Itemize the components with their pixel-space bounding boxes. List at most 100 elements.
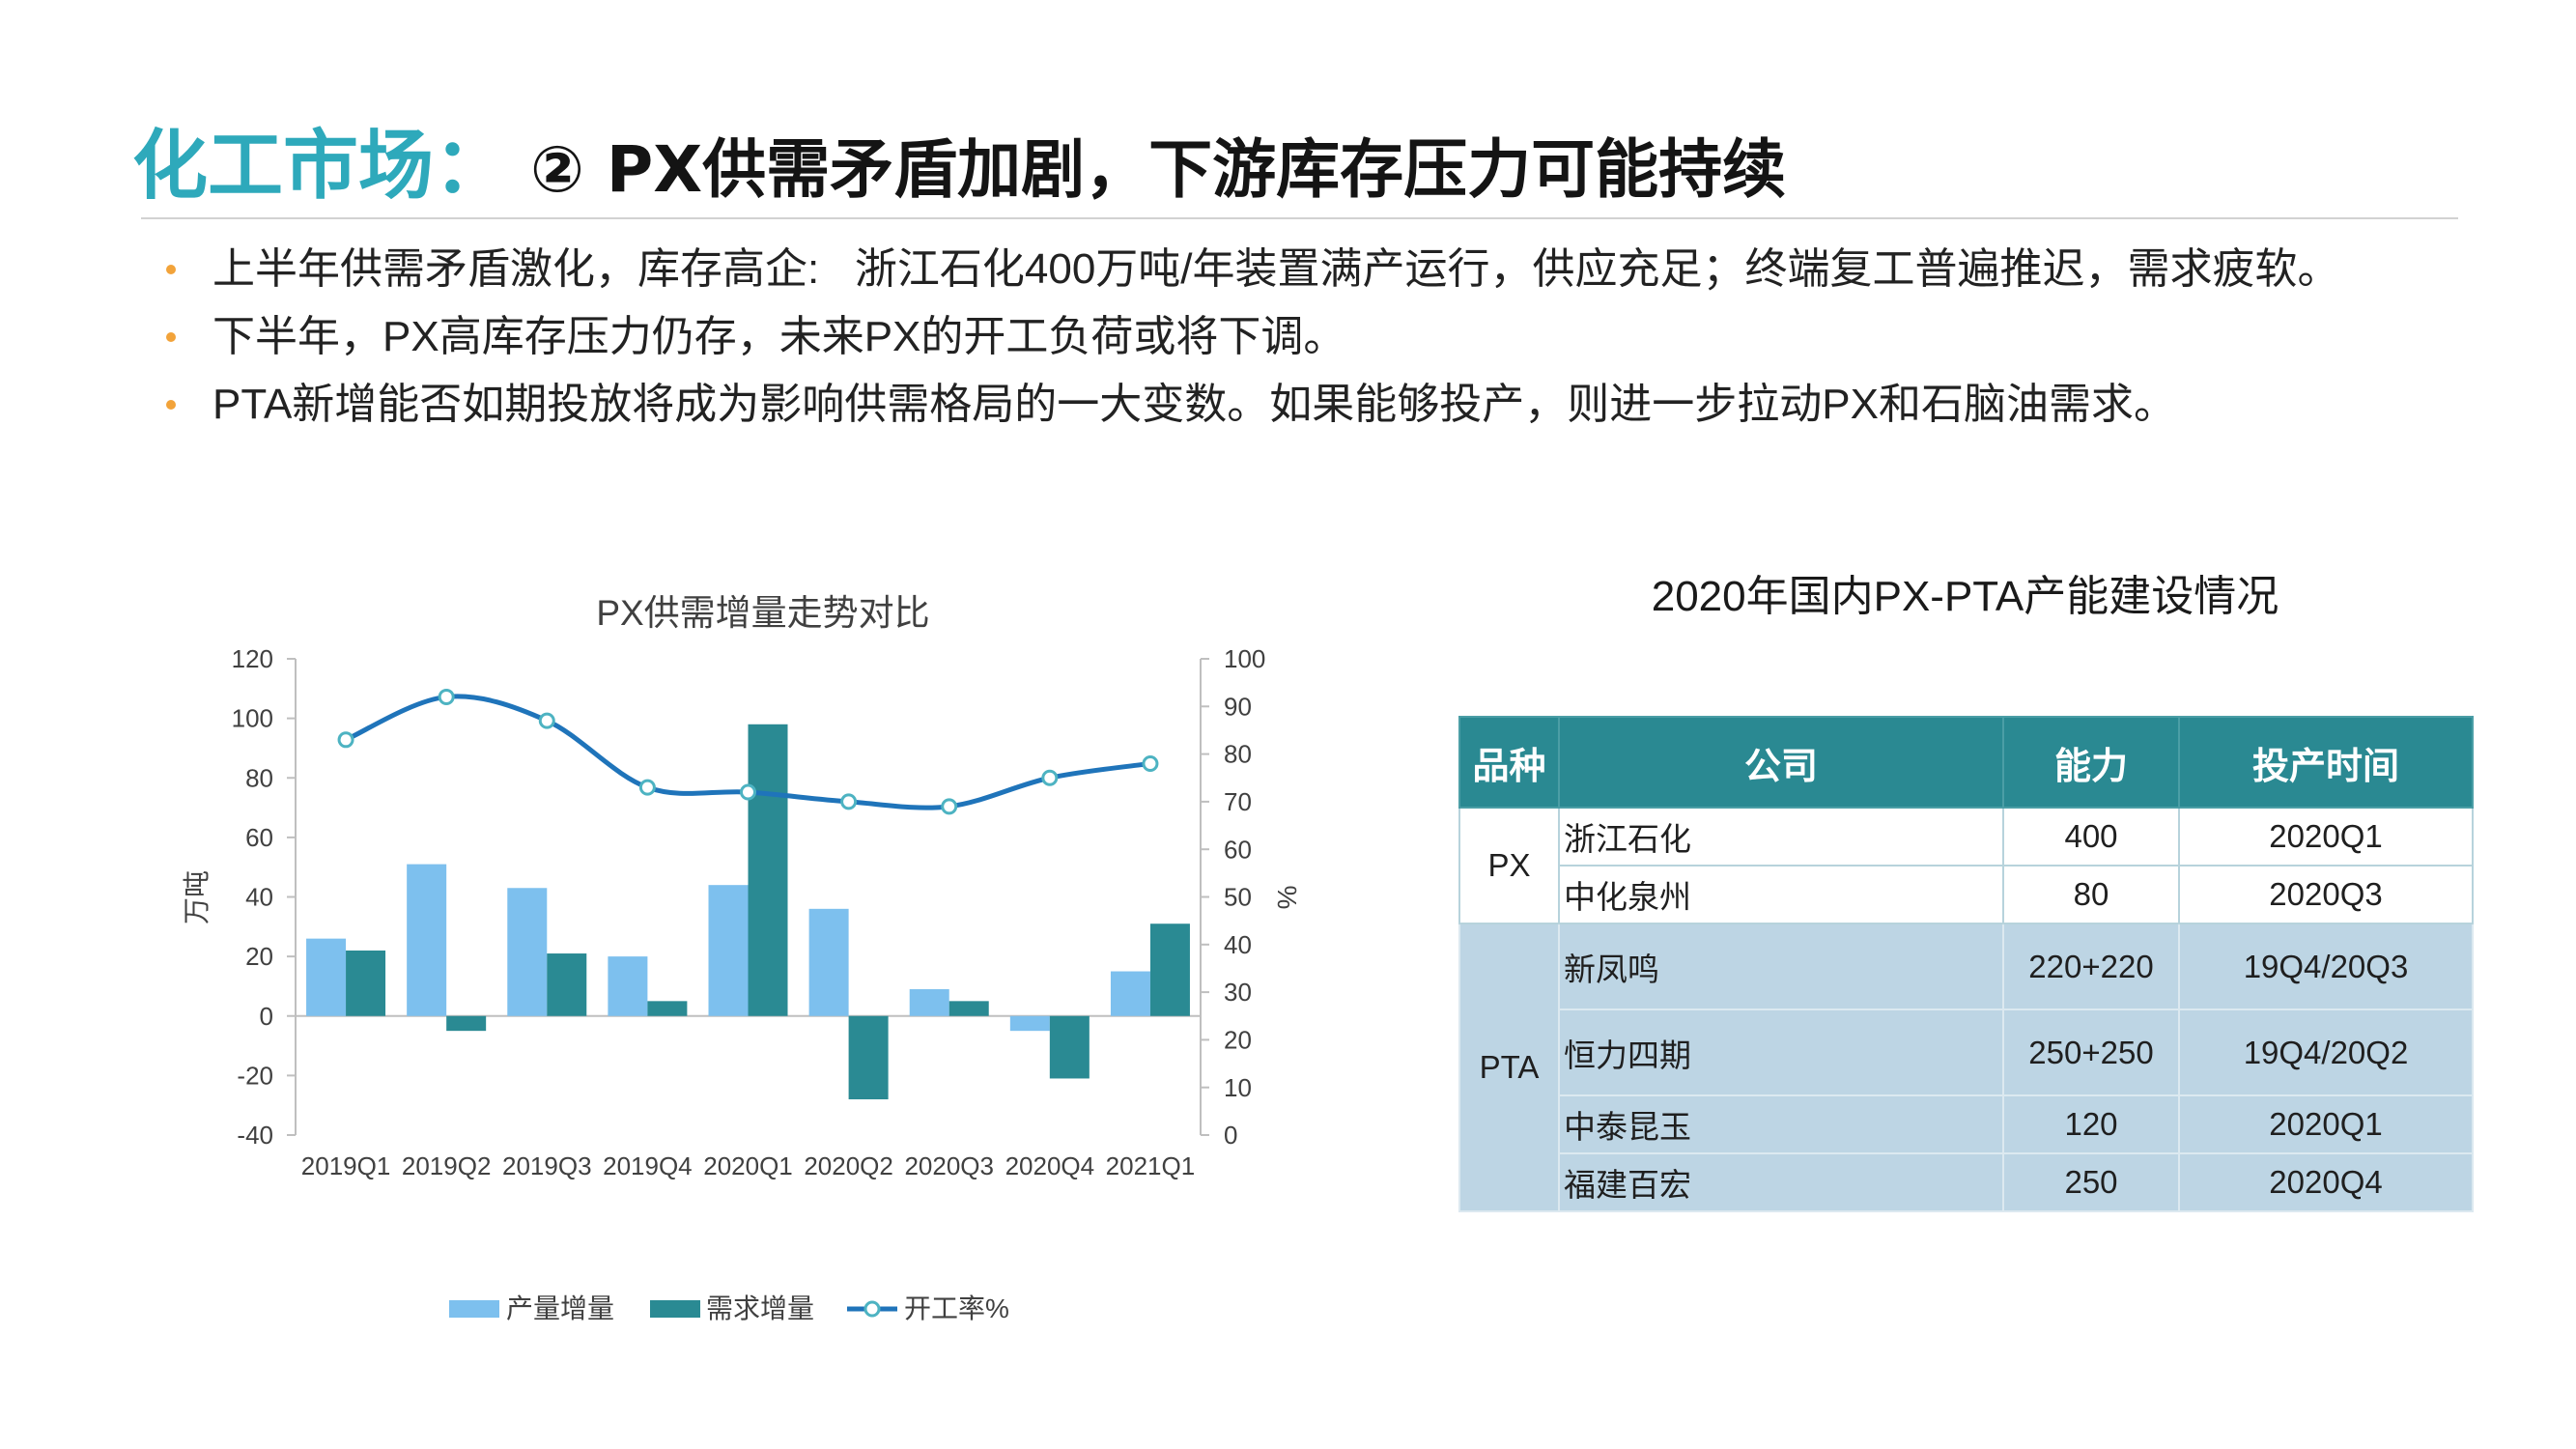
capacity-table: 品种 公司 能力 投产时间 PX 浙江石化 400 2020Q1 中化泉州 80… — [1458, 716, 2474, 1212]
demand-increment-bar-2020q4 — [1049, 1015, 1090, 1079]
bullet-dot-icon — [166, 332, 176, 342]
table-row: PX 浙江石化 400 2020Q1 — [1458, 807, 2474, 924]
demand-increment-bar-2020q3 — [948, 1001, 989, 1016]
demand-increment-bar-2019q2 — [446, 1015, 487, 1032]
right-axis-tick-label: 70 — [1224, 787, 1252, 816]
x-axis-tick-label: 2020Q3 — [904, 1151, 994, 1180]
production-increment-bar-2019q1 — [306, 938, 347, 1016]
legend-swatch-utilization — [847, 1300, 897, 1318]
legend-swatch-demand — [650, 1300, 700, 1318]
table-row: 福建百宏 250 2020Q4 — [1459, 1152, 2474, 1212]
utilization-rate-point-2020q3 — [941, 798, 958, 815]
title-main: ② PX供需矛盾加剧，下游库存压力可能持续 — [530, 132, 1787, 207]
header-company: 公司 — [1558, 716, 2004, 809]
left-axis-tick-label: 100 — [232, 704, 273, 733]
x-axis-tick-label: 2019Q3 — [502, 1151, 592, 1180]
utilization-rate-point-2020q2 — [840, 793, 858, 810]
x-axis-tick-label: 2021Q1 — [1106, 1151, 1196, 1180]
left-axis-tick-label: -20 — [237, 1061, 273, 1090]
header-capacity: 能力 — [2002, 716, 2180, 809]
right-axis-tick-label: 100 — [1224, 644, 1265, 673]
production-increment-bar-2019q3 — [507, 888, 548, 1016]
demand-increment-bar-2020q1 — [748, 724, 788, 1016]
company-cell: 浙江石化 — [1558, 807, 2004, 867]
left-axis-tick-label: 0 — [260, 1002, 273, 1031]
header-variety: 品种 — [1458, 716, 1560, 809]
bullet-text: 上半年供需矛盾激化，库存高企: 浙江石化400万吨/年装置满产运行，供应充足；终… — [212, 245, 2340, 293]
capacity-cell: 120 — [2002, 1094, 2180, 1154]
demand-increment-bar-2019q4 — [647, 1001, 688, 1016]
company-cell: 恒力四期 — [1558, 1009, 2004, 1096]
company-cell: 新凤鸣 — [1558, 923, 2004, 1010]
production-increment-bar-2019q2 — [407, 864, 447, 1016]
table-head: 品种 公司 能力 投产时间 — [1458, 716, 2474, 809]
production-increment-bar-2020q3 — [909, 989, 949, 1016]
left-axis-tick-label: 80 — [245, 763, 273, 792]
bullet-item: 上半年供需矛盾激化，库存高企: 浙江石化400万吨/年装置满产运行，供应充足；终… — [0, 236, 2576, 303]
start-cell: 2020Q1 — [2178, 1094, 2474, 1154]
x-axis-tick-label: 2020Q2 — [804, 1151, 893, 1180]
production-increment-bar-2020q4 — [1009, 1015, 1050, 1032]
capacity-cell: 250+250 — [2002, 1009, 2180, 1096]
utilization-rate-point-2020q4 — [1041, 769, 1059, 786]
x-axis-tick-label: 2019Q1 — [301, 1151, 391, 1180]
start-cell: 19Q4/20Q3 — [2178, 923, 2474, 1010]
title-divider — [141, 217, 2458, 219]
right-axis-tick-label: 50 — [1224, 883, 1252, 912]
chart-legend: 产量增量 需求增量 开工率% — [0, 1293, 1401, 1325]
company-cell: 中化泉州 — [1558, 865, 2004, 924]
demand-increment-bar-2020q2 — [848, 1015, 889, 1100]
utilization-rate-series — [337, 688, 1159, 815]
y2-axis-title: % — [1272, 886, 1302, 910]
legend-label-utilization: 开工率% — [904, 1293, 1009, 1323]
right-axis-tick-label: 30 — [1224, 978, 1252, 1007]
bullet-text: PTA新增能否如期投放将成为影响供需格局的一大变数。如果能够投产，则进一步拉动P… — [212, 381, 2176, 428]
table-title: 2020年国内PX-PTA产能建设情况 — [1651, 573, 2279, 620]
right-axis-tick-label: 90 — [1224, 692, 1252, 721]
bullet-text: 下半年，PX高库存压力仍存，未来PX的开工负荷或将下调。 — [212, 313, 1346, 360]
production-increment-bar-2020q1 — [708, 885, 749, 1016]
table-row: PTA 新凤鸣 220+220 19Q4/20Q3 — [1458, 923, 2474, 1212]
utilization-rate-point-2019q3 — [538, 712, 555, 729]
title-prefix: 化工市场： — [132, 123, 510, 210]
capacity-cell: 220+220 — [2002, 923, 2180, 1010]
variety-cell: PX — [1458, 807, 1560, 924]
demand-increment-bar-2019q1 — [346, 950, 386, 1016]
chart-axes: 120100806040200-20-401009080706050403020… — [232, 644, 1266, 1180]
left-axis-tick-label: 60 — [245, 823, 273, 852]
right-axis-tick-label: 20 — [1224, 1026, 1252, 1055]
x-axis-tick-label: 2020Q4 — [1005, 1151, 1095, 1180]
utilization-rate-point-2021q1 — [1142, 754, 1159, 772]
x-axis-tick-label: 2019Q4 — [603, 1151, 693, 1180]
x-axis-tick-label: 2019Q2 — [402, 1151, 492, 1180]
production-increment-bars — [306, 864, 1150, 1032]
bullet-dot-icon — [166, 265, 176, 274]
y-axis-title: 万吨 — [182, 870, 212, 924]
capacity-cell: 80 — [2002, 865, 2180, 924]
start-cell: 2020Q1 — [2178, 807, 2474, 867]
capacity-cell: 250 — [2002, 1152, 2180, 1212]
table-header-row: 品种 公司 能力 投产时间 — [1458, 716, 2474, 809]
production-increment-bar-2020q2 — [808, 908, 849, 1016]
x-axis-tick-label: 2020Q1 — [703, 1151, 793, 1180]
bullet-list: 上半年供需矛盾激化，库存高企: 浙江石化400万吨/年装置满产运行，供应充足；终… — [0, 236, 2576, 439]
utilization-rate-point-2019q1 — [337, 731, 354, 749]
legend-label-production: 产量增量 — [506, 1293, 615, 1323]
left-axis-tick-label: -40 — [237, 1121, 273, 1150]
table-row: 恒力四期 250+250 19Q4/20Q2 — [1459, 1009, 2474, 1096]
bullet-dot-icon — [166, 400, 176, 410]
demand-increment-bar-2021q1 — [1149, 923, 1190, 1016]
utilization-rate-point-2019q2 — [438, 688, 455, 705]
right-axis-tick-label: 0 — [1224, 1121, 1237, 1150]
start-cell: 2020Q3 — [2178, 865, 2474, 924]
bullet-item: 下半年，PX高库存压力仍存，未来PX的开工负荷或将下调。 — [0, 303, 2576, 371]
table-row: 中化泉州 80 2020Q3 — [1459, 865, 2474, 924]
legend-label-demand: 需求增量 — [706, 1293, 815, 1323]
left-axis-tick-label: 120 — [232, 644, 273, 673]
left-axis-tick-label: 40 — [245, 883, 273, 912]
right-axis-tick-label: 40 — [1224, 930, 1252, 959]
production-increment-bar-2021q1 — [1110, 971, 1150, 1016]
utilization-rate-point-2019q4 — [638, 779, 656, 796]
table-body: PX 浙江石化 400 2020Q1 中化泉州 80 2020Q3 PTA 新凤… — [1458, 807, 2474, 1212]
right-axis-tick-label: 60 — [1224, 835, 1252, 864]
